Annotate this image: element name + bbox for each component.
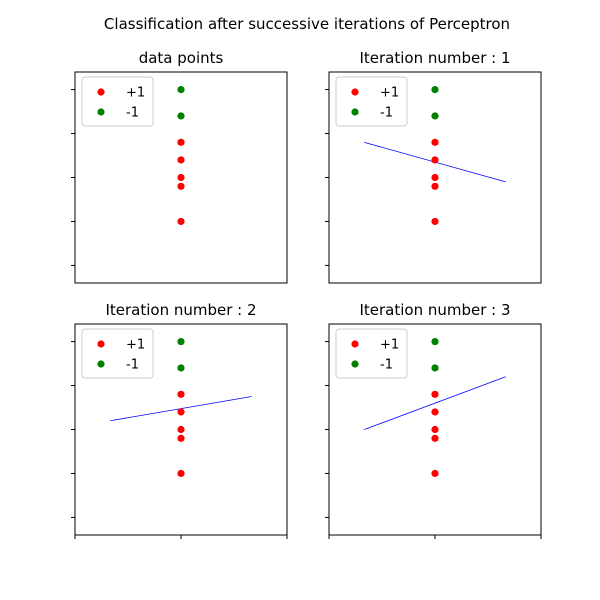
legend-box	[81, 328, 154, 379]
legend-label-negative: -1	[380, 106, 393, 121]
legend-label-positive: +1	[380, 338, 399, 353]
legend-label-negative: -1	[126, 358, 139, 373]
data-point-positive	[431, 390, 439, 398]
legend-label-negative: -1	[380, 358, 393, 373]
legend-label-positive: +1	[380, 86, 399, 101]
subplot-title: Iteration number : 2	[105, 301, 256, 319]
data-point-negative	[431, 112, 439, 120]
legend-marker-negative	[97, 360, 105, 368]
subplot-1: data points+1-1	[71, 49, 288, 284]
legend-box	[335, 76, 408, 127]
subplot-title: Iteration number : 3	[359, 301, 510, 319]
legend: +1-1	[81, 328, 154, 379]
subplot-title: Iteration number : 1	[359, 49, 510, 67]
subplot-title: data points	[139, 49, 224, 67]
legend-marker-negative	[351, 108, 359, 116]
data-point-negative	[177, 337, 185, 346]
legend-box	[335, 328, 408, 379]
legend-marker-positive	[351, 88, 359, 96]
data-point-positive	[177, 182, 185, 190]
data-point-positive	[431, 217, 439, 226]
data-point-negative	[431, 85, 439, 94]
data-point-positive	[177, 217, 185, 226]
subplot-4: Iteration number : 3+1-1	[325, 301, 542, 539]
legend-marker-positive	[351, 340, 359, 348]
data-point-positive	[177, 390, 185, 398]
data-point-positive	[177, 173, 185, 182]
data-point-positive	[177, 434, 185, 442]
legend: +1-1	[335, 76, 408, 127]
data-point-positive	[431, 469, 439, 478]
legend-label-positive: +1	[126, 338, 145, 353]
data-point-positive	[177, 469, 185, 478]
data-point-positive	[431, 156, 439, 164]
data-point-positive	[431, 434, 439, 442]
data-point-positive	[177, 408, 185, 416]
data-point-positive	[177, 138, 185, 146]
subplot-3: Iteration number : 2+1-1	[71, 301, 288, 539]
legend-marker-positive	[97, 88, 105, 96]
data-point-positive	[431, 138, 439, 146]
legend-marker-negative	[351, 360, 359, 368]
data-point-positive	[431, 425, 439, 434]
figure-title: Classification after successive iteratio…	[104, 15, 510, 33]
data-point-negative	[177, 85, 185, 94]
data-point-negative	[177, 112, 185, 120]
data-point-positive	[177, 425, 185, 434]
legend-label-negative: -1	[126, 106, 139, 121]
data-point-positive	[177, 156, 185, 164]
data-point-negative	[431, 364, 439, 372]
data-point-positive	[431, 408, 439, 416]
legend: +1-1	[335, 328, 408, 379]
subplot-2: Iteration number : 1+1-1	[325, 49, 542, 284]
legend-box	[81, 76, 154, 127]
legend-marker-positive	[97, 340, 105, 348]
legend-label-positive: +1	[126, 86, 145, 101]
legend: +1-1	[81, 76, 154, 127]
data-point-negative	[177, 364, 185, 372]
data-point-positive	[431, 173, 439, 182]
legend-marker-negative	[97, 108, 105, 116]
data-point-negative	[431, 337, 439, 346]
decision-boundary-line	[364, 376, 506, 430]
data-point-positive	[431, 182, 439, 190]
